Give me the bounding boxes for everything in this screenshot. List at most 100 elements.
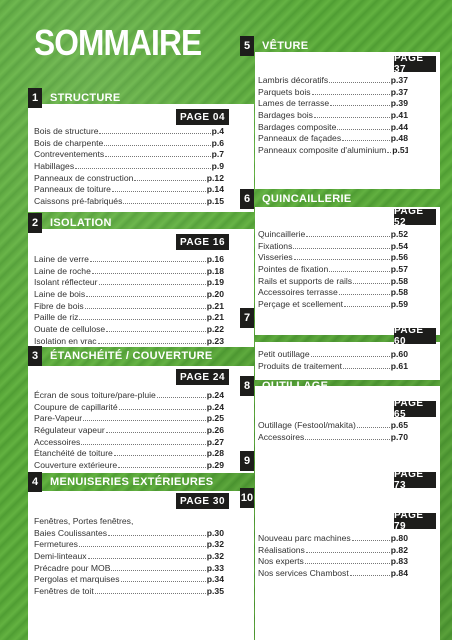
dot-leader bbox=[87, 552, 206, 560]
toc-entry: Quincaillerie p.52 bbox=[258, 229, 408, 241]
page-badge-7: PAGE 60 bbox=[394, 325, 436, 347]
toc-entry-label: Perçage et scellement bbox=[258, 299, 344, 310]
toc-entry: Coupure de capillarité p.24 bbox=[34, 402, 224, 414]
section-number: 5 bbox=[240, 36, 254, 56]
dot-leader bbox=[329, 265, 390, 273]
toc-entry-page: p.58 bbox=[390, 287, 408, 298]
toc-entry: Lames de terrasse p.39 bbox=[258, 98, 408, 110]
section-number: 6 bbox=[240, 189, 254, 209]
toc-entry-label: Visseries bbox=[258, 252, 293, 263]
dot-leader bbox=[353, 277, 390, 284]
toc-entry-label: Nos experts bbox=[258, 556, 304, 567]
section-title: PAGES DE CHIFFRAGES bbox=[262, 455, 399, 467]
toc-entry-page: p.41 bbox=[390, 110, 408, 121]
dot-leader bbox=[83, 414, 206, 422]
toc-entry: Ouate de cellulose p.22 bbox=[34, 324, 224, 336]
toc-entry: Nos services Chambost p.84 bbox=[258, 568, 408, 580]
dot-leader bbox=[123, 197, 206, 205]
toc-entry-page: p.18 bbox=[206, 265, 224, 276]
toc-entry-page: p.24 bbox=[206, 401, 224, 412]
toc-entry-label: Panneaux de toiture bbox=[34, 184, 111, 195]
toc-entry: Contreventements p.7 bbox=[34, 149, 224, 161]
dot-leader bbox=[342, 134, 390, 142]
dot-leader bbox=[79, 313, 206, 321]
dot-leader bbox=[343, 362, 390, 369]
toc-entry: Pergolas et marquises p.34 bbox=[34, 574, 224, 586]
toc-entry: Laine de roche p.18 bbox=[34, 266, 224, 278]
toc-entry-label: Coupure de capillarité bbox=[34, 401, 118, 412]
toc-entry-label: Produits de traitement bbox=[258, 360, 343, 371]
dot-leader bbox=[305, 433, 390, 440]
toc-entry-page: p.12 bbox=[206, 172, 224, 183]
dot-leader bbox=[349, 569, 390, 577]
toc-entry-page: p.21 bbox=[206, 300, 224, 311]
page-title: SOMMAIRE bbox=[34, 22, 202, 63]
toc-entry: Précadre pour MOB p.33 bbox=[34, 563, 224, 575]
toc-entry: Lambris décoratifs p.37 bbox=[258, 75, 408, 87]
section-title: OUTILLAGE bbox=[262, 380, 329, 392]
toc-entry-page: p.57 bbox=[390, 264, 408, 275]
dot-leader bbox=[81, 438, 206, 445]
section-number: 9 bbox=[240, 451, 254, 471]
section-header-2: 2 ISOLATION bbox=[28, 213, 112, 233]
toc-entry: Outillage (Festool/makita) p.65 bbox=[258, 420, 408, 432]
toc-entry-label: Panneaux de construction bbox=[34, 172, 134, 183]
toc-entry-page: p.9 bbox=[211, 161, 224, 172]
toc-entry-page: p.30 bbox=[206, 527, 224, 538]
entries-section-2: Laine de verre p.16 Laine de roche p.18 Isol… bbox=[34, 254, 224, 348]
dot-leader bbox=[134, 174, 206, 181]
toc-entry: Pointes de fixation p.57 bbox=[258, 264, 408, 276]
section-title: MENUISERIES EXTÉRIEURES bbox=[50, 476, 214, 488]
toc-entry-label: Laine de verre bbox=[34, 254, 89, 264]
toc-entry: Fixations p.54 bbox=[258, 241, 408, 253]
dot-leader bbox=[106, 325, 206, 333]
dot-leader bbox=[108, 529, 206, 536]
dot-leader bbox=[94, 587, 206, 595]
toc-entry-label: Panneaux composite d'aluminium bbox=[258, 145, 387, 156]
page-badge-1: PAGE 04 bbox=[176, 109, 229, 125]
toc-entry-label: Paille de riz bbox=[34, 312, 79, 323]
dot-leader bbox=[120, 575, 206, 583]
toc-entry: Fermetures p.32 bbox=[34, 539, 224, 551]
toc-entry-label: Outillage (Festool/makita) bbox=[258, 420, 356, 430]
dot-leader bbox=[104, 139, 211, 146]
toc-entry-label: Pare-Vapeur bbox=[34, 413, 83, 424]
toc-entry-page: p.58 bbox=[390, 275, 408, 286]
toc-entry: Baies Coulissantes p.30 bbox=[34, 528, 224, 540]
toc-entry-label: Isolant réflecteur bbox=[34, 277, 98, 288]
dot-leader bbox=[111, 185, 206, 193]
entries-section-6: Quincaillerie p.52 Fixations p.54 Visseries p… bbox=[258, 229, 408, 311]
toc-entry: Panneaux de façades p.48 bbox=[258, 133, 408, 145]
dot-leader bbox=[313, 111, 390, 119]
toc-entry-page: p.61 bbox=[390, 360, 408, 371]
dot-leader bbox=[118, 461, 206, 469]
dot-leader bbox=[118, 403, 206, 410]
toc-entry-label: Fenêtres, Portes fenêtres, bbox=[34, 516, 134, 526]
toc-entry: Bardages composite p.44 bbox=[258, 122, 408, 134]
toc-entry-label: Quincaillerie bbox=[258, 229, 306, 239]
toc-entry: Parquets bois p.37 bbox=[258, 87, 408, 99]
toc-entry-label: Nouveau parc machines bbox=[258, 533, 351, 543]
toc-entry: Laine de bois p.20 bbox=[34, 289, 224, 301]
toc-entry: Isolation en vrac p.23 bbox=[34, 336, 224, 348]
toc-entry-label: Isolation en vrac bbox=[34, 335, 97, 346]
dot-leader bbox=[304, 557, 390, 565]
toc-entry-label: Pergolas et marquises bbox=[34, 574, 120, 585]
dot-leader bbox=[98, 278, 206, 286]
toc-entry: Nouveau parc machines p.80 bbox=[258, 533, 408, 545]
toc-entry-page: p.32 bbox=[206, 551, 224, 562]
dot-leader bbox=[293, 253, 390, 261]
dot-leader bbox=[337, 123, 390, 130]
toc-entry: Fibre de bois p.21 bbox=[34, 301, 224, 313]
section-number: 4 bbox=[28, 472, 42, 492]
section-header-6: 6 QUINCAILLERIE bbox=[240, 189, 351, 209]
toc-entry-page: p.52 bbox=[390, 229, 408, 239]
section-panel-4 bbox=[28, 491, 254, 640]
toc-entry-page: p.37 bbox=[390, 86, 408, 97]
dot-leader bbox=[311, 88, 390, 95]
section-header-4: 4 MENUISERIES EXTÉRIEURES bbox=[28, 472, 213, 492]
toc-entry-label: Bois de charpente bbox=[34, 137, 104, 148]
dot-leader bbox=[344, 300, 390, 308]
dot-leader bbox=[89, 255, 206, 262]
toc-entry: Petit outillage p.60 bbox=[258, 349, 408, 361]
